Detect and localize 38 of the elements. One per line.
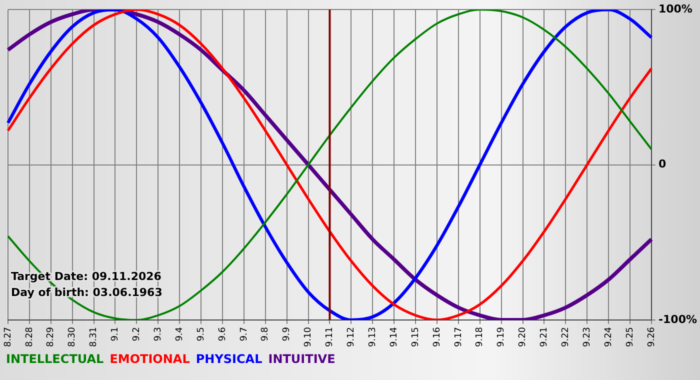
x-tick-label: 9.2 <box>132 326 142 342</box>
x-tick-label: 9.9 <box>282 326 292 342</box>
x-tick-label: 9.22 <box>561 326 571 348</box>
y-tick-label: 0 <box>658 158 666 171</box>
text: INTELLECTUAL <box>6 352 104 366</box>
x-tick-label: 8.28 <box>24 326 35 348</box>
x-tick-label: 9.25 <box>625 326 636 348</box>
text: EMOTIONAL <box>110 352 190 366</box>
x-tick-label: 8.27 <box>3 326 14 348</box>
x-tick-label: 9.15 <box>410 326 421 348</box>
text: INTUITIVE <box>268 352 336 366</box>
x-tick-label: 9.11 <box>325 326 336 348</box>
text: PHYSICAL <box>196 352 262 366</box>
x-tick-label: 9.26 <box>646 326 657 348</box>
x-tick-label: 9.14 <box>389 326 400 348</box>
x-tick-label: 9.5 <box>196 326 206 342</box>
x-tick-label: 8.29 <box>46 326 56 348</box>
y-tick-label: -100% <box>658 312 698 326</box>
x-tick-label: 9.19 <box>496 326 507 348</box>
x-tick-label: 9.18 <box>475 326 486 348</box>
x-tick-label: 8.30 <box>68 326 78 348</box>
y-tick-label: 100% <box>658 2 692 16</box>
x-tick-label: 9.12 <box>346 326 357 348</box>
x-tick-label: 9.8 <box>260 326 271 342</box>
x-tick-label: 9.13 <box>368 326 378 348</box>
x-tick-label: 9.23 <box>582 326 592 348</box>
x-tick-label: 9.17 <box>454 326 464 348</box>
x-tick-label: 9.20 <box>518 326 528 348</box>
x-tick-label: 9.10 <box>304 326 314 348</box>
x-tick-label: 9.1 <box>110 326 121 342</box>
x-tick-label: 9.16 <box>432 326 442 348</box>
x-tick-label: 9.6 <box>218 326 228 342</box>
x-tick-label: 9.21 <box>540 326 550 348</box>
x-tick-label: 8.31 <box>89 326 100 348</box>
x-tick-label: 9.3 <box>153 326 164 342</box>
x-tick-label: 9.24 <box>604 326 614 348</box>
x-tick-label: 9.7 <box>239 326 250 342</box>
x-tick-label: 9.4 <box>174 326 185 342</box>
